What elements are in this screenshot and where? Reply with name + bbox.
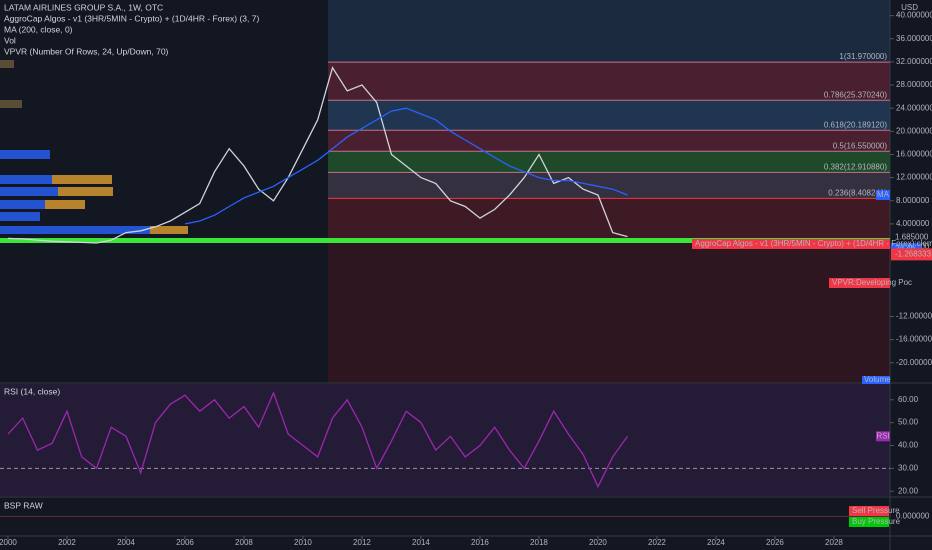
y-tick-label: -16.000000 xyxy=(896,335,932,344)
series-line xyxy=(7,66,628,244)
sell-badge xyxy=(849,506,889,516)
y-tick-label: 36.000000 xyxy=(896,34,932,43)
vpvr-row xyxy=(0,200,45,209)
base-level-line xyxy=(0,238,890,244)
buy-badge xyxy=(849,517,889,527)
vpvr-row xyxy=(0,226,150,234)
indicator-legend: AggroCap Algos - v1 (3HR/5MIN - Crypto) … xyxy=(4,13,259,23)
vpvr-row xyxy=(0,100,22,108)
fib-zone xyxy=(328,151,890,173)
fib-zone xyxy=(328,62,890,101)
symbol-title: LATAM AIRLINES GROUP S.A., 1W, OTC xyxy=(4,2,163,12)
y-tick-label: 16.000000 xyxy=(896,150,932,159)
sell-badge-text: Sell Pressure xyxy=(852,506,900,515)
y-tick-label: 8.000000 xyxy=(896,196,930,205)
vpvr-row xyxy=(58,187,113,196)
x-tick-label: 2002 xyxy=(58,538,76,547)
y-tick-label: -20.000000 xyxy=(896,358,932,367)
indicator-legend: VPVR (Number Of Rows, 24, Up/Down, 70) xyxy=(4,46,169,56)
pane-title: RSI (14, close) xyxy=(4,386,60,396)
x-tick-label: 2028 xyxy=(825,538,843,547)
y-tick-label: 24.000000 xyxy=(896,103,932,112)
x-tick-label: 2012 xyxy=(353,538,371,547)
vpvr-row xyxy=(150,226,188,234)
y-tick-label: 0.000000 xyxy=(896,512,930,521)
vpvr-row xyxy=(45,200,85,209)
vpvr-row xyxy=(52,175,112,184)
y-tick-label: 30.00 xyxy=(898,463,919,472)
y-tick-label: 20.000000 xyxy=(896,126,932,135)
vpvr-row xyxy=(0,187,58,196)
x-tick-label: 2022 xyxy=(648,538,666,547)
y-tick-label: -12.000000 xyxy=(896,312,932,321)
x-tick-label: 2004 xyxy=(117,538,135,547)
y-tick-label: 40.00 xyxy=(898,441,919,450)
x-tick-label: 2018 xyxy=(530,538,548,547)
vpvr-label: VPVR:Developing Poc xyxy=(832,278,912,287)
y-tick-label: 12.000000 xyxy=(896,173,932,182)
fib-zone xyxy=(328,198,890,241)
fib-zone xyxy=(328,100,890,131)
x-tick-label: 2026 xyxy=(766,538,784,547)
fib-label: 0.236(8.408240) xyxy=(828,189,887,198)
fib-label: 0.5(16.550000) xyxy=(833,141,888,150)
algo-label-bg xyxy=(692,239,890,249)
series-line xyxy=(7,391,629,489)
x-tick-label: 2000 xyxy=(0,538,17,547)
x-tick-label: 2006 xyxy=(176,538,194,547)
rsi-badge xyxy=(876,431,890,442)
algo-label: AggroCap Algos - v1 (3HR/5MIN - Crypto) … xyxy=(695,239,932,248)
y-tick-label: 4.000000 xyxy=(896,219,930,228)
x-tick-label: 2010 xyxy=(294,538,312,547)
fib-label: 0.618(20.189120) xyxy=(824,120,888,129)
vpvr-row xyxy=(0,212,40,221)
vpvr-row xyxy=(0,150,50,159)
volume-label-bg xyxy=(862,376,890,384)
x-tick-label: 2016 xyxy=(471,538,489,547)
fib-zone xyxy=(328,172,890,199)
x-tick-label: 2008 xyxy=(235,538,253,547)
fib-zone xyxy=(328,240,890,383)
fib-label: 0.786(25.370240) xyxy=(824,90,888,99)
x-tick-label: 2014 xyxy=(412,538,430,547)
y-tick-label: 50.00 xyxy=(898,418,919,427)
vpvr-profile xyxy=(0,60,188,234)
x-tick-label: 2024 xyxy=(707,538,725,547)
volume-label: Volume xyxy=(864,375,891,384)
price-badge xyxy=(891,248,932,261)
ma-badge xyxy=(876,189,890,200)
y-tick-label: 40.000000 xyxy=(896,11,932,20)
vpvr-label-bg xyxy=(829,278,890,288)
fib-label: 0.382(12.910880) xyxy=(824,162,888,171)
y-tick-label: 20.00 xyxy=(898,486,919,495)
rsi-pane-bg xyxy=(0,384,890,496)
x-tick-label: 2020 xyxy=(589,538,607,547)
y-tick-label: 60.00 xyxy=(898,395,919,404)
price-badge xyxy=(891,231,932,244)
vpvr-row xyxy=(0,60,14,68)
fib-zone xyxy=(328,0,890,63)
rsi-badge-text: RSI xyxy=(876,431,889,440)
buy-badge-text: Buy Pressure xyxy=(852,517,901,526)
pane-title: BSP RAW xyxy=(4,500,43,510)
ma-badge-text: MA xyxy=(877,190,890,199)
currency: USD xyxy=(901,3,918,12)
indicator-legend: Vol xyxy=(4,35,16,45)
y-tick-label: 32.000000 xyxy=(896,57,932,66)
fib-zone xyxy=(328,130,890,152)
price-badge-text: -1.268333 xyxy=(895,249,932,258)
price-badge-text: 1.685000 xyxy=(895,232,929,241)
series-line xyxy=(184,107,628,225)
y-tick-label: 28.000000 xyxy=(896,80,932,89)
vpvr-row xyxy=(0,175,52,184)
indicator-legend: MA (200, close, 0) xyxy=(4,24,73,34)
fib-label: 1(31.970000) xyxy=(839,52,887,61)
fib-zones xyxy=(328,0,890,383)
